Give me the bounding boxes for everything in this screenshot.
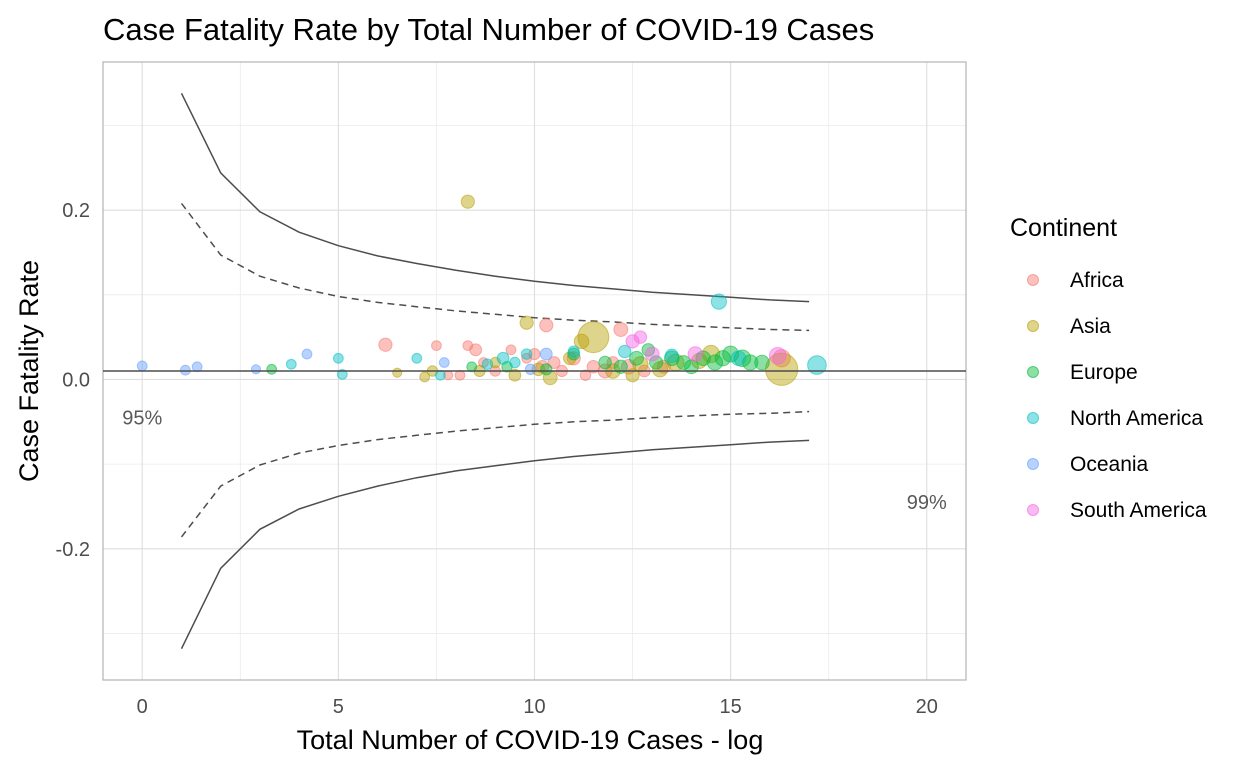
data-point-europe (540, 363, 553, 376)
data-point-europe (629, 350, 644, 366)
data-point-europe (567, 347, 581, 361)
data-point-asia (392, 367, 403, 378)
data-point-europe (664, 350, 680, 367)
legend-key (1027, 274, 1039, 286)
data-point-north-america (509, 356, 521, 369)
x-tick-label: 15 (720, 696, 742, 718)
data-point-north-america (807, 355, 827, 375)
data-point-asia (577, 321, 610, 354)
lower-99-limit-line (180, 439, 810, 650)
data-point-asia (460, 194, 475, 209)
x-tick-label: 10 (523, 696, 545, 718)
legend-label: Europe (1070, 361, 1138, 384)
data-point-north-america (332, 352, 344, 364)
legend-key (1027, 366, 1039, 378)
data-point-north-america (411, 352, 423, 364)
data-point-oceania (136, 360, 148, 372)
data-point-north-america (664, 348, 679, 363)
data-point-europe (706, 354, 724, 371)
data-point-africa (505, 344, 517, 356)
data-point-europe (676, 355, 692, 370)
data-point-north-america (285, 358, 297, 370)
data-point-africa (566, 351, 581, 366)
data-point-africa (431, 340, 442, 352)
data-point-europe (466, 361, 478, 373)
data-point-south-america (768, 346, 787, 365)
data-point-oceania (250, 364, 262, 375)
data-point-north-america (730, 350, 747, 367)
legend-key (1027, 320, 1039, 332)
data-point-south-america (633, 330, 648, 344)
lower-95-limit-line (180, 410, 810, 538)
data-point-north-america (617, 344, 632, 359)
data-point-oceania (301, 348, 313, 360)
data-point-africa (579, 369, 592, 381)
data-point-north-america (481, 358, 494, 370)
annotation-label: 99% (907, 492, 947, 514)
upper-99-limit-line (180, 92, 810, 303)
data-point-africa (454, 369, 466, 381)
y-axis-label: Case Fatality Rate (14, 260, 44, 482)
data-point-oceania (438, 357, 450, 368)
data-point-europe (722, 345, 740, 363)
data-point-asia (519, 315, 534, 330)
data-point-europe (714, 350, 731, 367)
data-point-south-america (687, 346, 704, 362)
data-point-africa (469, 343, 483, 357)
legend-title: Continent (1010, 214, 1117, 242)
data-point-north-america (520, 348, 533, 360)
chart-title: Case Fatality Rate by Total Number of CO… (103, 12, 874, 47)
legend-label: North America (1070, 407, 1203, 430)
legend-label: Asia (1070, 315, 1111, 338)
plot-area: 0 5 10 15 20 -0.2 0.0 0.2 95% 99% (56, 61, 967, 718)
data-point-europe (649, 355, 664, 370)
legend-label: Africa (1070, 269, 1124, 292)
legend-key (1027, 458, 1039, 470)
data-point-europe (742, 354, 759, 371)
data-point-europe (598, 355, 612, 370)
data-point-south-america (625, 334, 640, 349)
x-tick-label: 0 (137, 696, 148, 718)
y-tick-label: -0.2 (56, 539, 90, 561)
x-tick-label: 5 (333, 696, 344, 718)
data-point-asia (625, 368, 640, 383)
data-point-africa (539, 318, 554, 333)
data-point-europe (733, 349, 752, 368)
data-point-africa (378, 337, 393, 352)
legend-key (1027, 504, 1039, 516)
annotation-label: 95% (122, 407, 162, 429)
legend-label: Oceania (1070, 453, 1149, 476)
data-point-south-america (644, 346, 660, 362)
data-point-europe (754, 354, 770, 371)
data-point-asia (419, 371, 431, 383)
data-point-oceania (524, 363, 537, 376)
legend-label: South America (1070, 499, 1207, 522)
data-point-oceania (179, 364, 191, 376)
upper-95-limit-line (180, 202, 810, 332)
data-point-europe (695, 350, 711, 367)
data-point-north-america (434, 369, 446, 381)
data-point-north-america (567, 345, 580, 358)
data-point-asia (508, 368, 522, 382)
legend-key (1027, 412, 1039, 424)
data-point-north-america (710, 293, 727, 310)
data-point-north-america (336, 368, 348, 380)
data-point-europe (613, 359, 628, 374)
legend: Continent Africa Asia Europe North America O… (1010, 214, 1207, 522)
data-point-africa (547, 356, 561, 369)
data-point-africa (606, 356, 620, 369)
data-point-europe (266, 363, 278, 375)
data-point-oceania (191, 361, 203, 373)
data-point-africa (613, 322, 629, 337)
y-tick-label: 0.2 (62, 200, 90, 222)
data-point-north-america (496, 351, 510, 365)
x-axis-label: Total Number of COVID-19 Cases - log (297, 725, 764, 755)
x-tick-label: 20 (916, 696, 938, 718)
data-point-oceania (539, 347, 553, 361)
y-tick-label: 0.0 (62, 369, 90, 391)
data-point-asia (651, 361, 669, 378)
